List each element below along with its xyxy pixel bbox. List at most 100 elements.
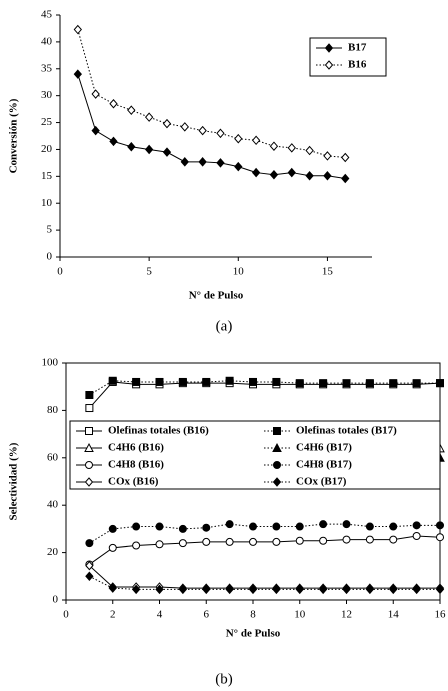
marker — [85, 461, 93, 469]
y-tick-label: 40 — [47, 499, 59, 511]
y-tick-label: 20 — [41, 143, 53, 155]
marker — [287, 167, 296, 178]
marker — [132, 522, 141, 531]
marker — [295, 536, 304, 545]
legend-box — [309, 37, 387, 77]
x-tick-label: 8 — [250, 609, 256, 621]
marker — [155, 584, 164, 595]
x-tick-label: 6 — [204, 609, 210, 621]
marker — [155, 377, 164, 386]
legend-label: C4H6 (B17) — [296, 442, 352, 454]
legend-label: Olefinas totales (B16) — [108, 425, 209, 437]
marker — [365, 522, 374, 531]
marker — [85, 390, 94, 399]
y-axis-label: Conversión (%) — [8, 98, 20, 173]
marker — [249, 377, 257, 386]
marker — [324, 43, 334, 53]
marker — [412, 584, 421, 595]
legend-label: B17 — [348, 42, 367, 54]
marker — [162, 118, 172, 129]
y-tick-label: 20 — [47, 546, 59, 558]
marker — [108, 524, 117, 533]
legend-label: C4H8 (B17) — [296, 459, 352, 471]
series-line — [89, 575, 440, 590]
marker — [272, 522, 281, 531]
legend-label: C4H6 (B16) — [108, 442, 164, 454]
marker — [272, 442, 282, 452]
x-tick-label: 0 — [63, 609, 69, 621]
marker — [73, 24, 82, 35]
legend-label: C4H8 (B16) — [108, 459, 164, 471]
marker — [225, 520, 234, 529]
marker — [85, 560, 94, 571]
marker — [198, 157, 207, 167]
marker — [202, 584, 211, 595]
marker — [389, 535, 398, 544]
x-tick-label: 12 — [341, 609, 352, 621]
marker — [225, 376, 234, 385]
marker — [131, 584, 141, 595]
marker — [132, 377, 141, 386]
marker — [85, 571, 94, 582]
marker — [341, 152, 350, 163]
marker — [225, 584, 234, 595]
marker — [436, 379, 444, 388]
legend-box — [69, 420, 441, 490]
x-tick-label: 4 — [157, 609, 163, 621]
marker — [127, 105, 136, 115]
marker — [389, 584, 398, 595]
marker — [269, 141, 279, 151]
marker — [234, 133, 243, 144]
marker — [324, 60, 334, 70]
marker — [272, 477, 282, 487]
marker — [216, 158, 225, 168]
x-axis-label: N° de Pulso — [189, 290, 244, 302]
marker — [272, 377, 281, 386]
marker — [178, 584, 188, 595]
x-tick-label: 10 — [294, 609, 306, 621]
marker — [178, 524, 187, 533]
marker — [305, 171, 314, 181]
y-tick-label: 35 — [41, 62, 53, 74]
x-tick-label: 0 — [57, 266, 63, 278]
marker — [295, 584, 304, 595]
marker — [269, 169, 279, 180]
x-tick-label: 10 — [233, 266, 245, 278]
marker — [436, 533, 444, 542]
marker — [108, 376, 117, 385]
marker — [216, 128, 225, 139]
marker — [73, 69, 82, 79]
marker — [273, 427, 281, 435]
marker — [144, 144, 154, 155]
marker — [412, 521, 421, 530]
y-tick-label: 100 — [42, 357, 59, 369]
marker — [202, 537, 211, 546]
marker — [155, 540, 164, 549]
marker — [436, 521, 444, 530]
marker — [85, 427, 93, 435]
marker — [389, 522, 398, 531]
marker — [202, 377, 211, 386]
marker — [109, 136, 118, 147]
marker — [132, 541, 141, 550]
marker — [273, 461, 281, 469]
marker — [162, 147, 172, 157]
marker — [108, 583, 117, 593]
y-tick-label: 0 — [47, 251, 53, 263]
y-tick-label: 5 — [47, 224, 53, 236]
marker — [180, 157, 189, 167]
series-line — [89, 523, 440, 544]
marker — [234, 161, 243, 172]
y-tick-label: 0 — [53, 594, 59, 606]
marker — [202, 523, 211, 532]
marker — [91, 89, 100, 99]
marker — [272, 537, 281, 546]
marker — [319, 536, 328, 545]
marker — [323, 151, 332, 161]
y-tick-label: 40 — [41, 35, 53, 47]
series-line — [89, 535, 441, 565]
marker — [198, 125, 207, 136]
marker — [178, 377, 187, 386]
marker — [248, 584, 258, 595]
caption: (a) — [216, 318, 233, 334]
